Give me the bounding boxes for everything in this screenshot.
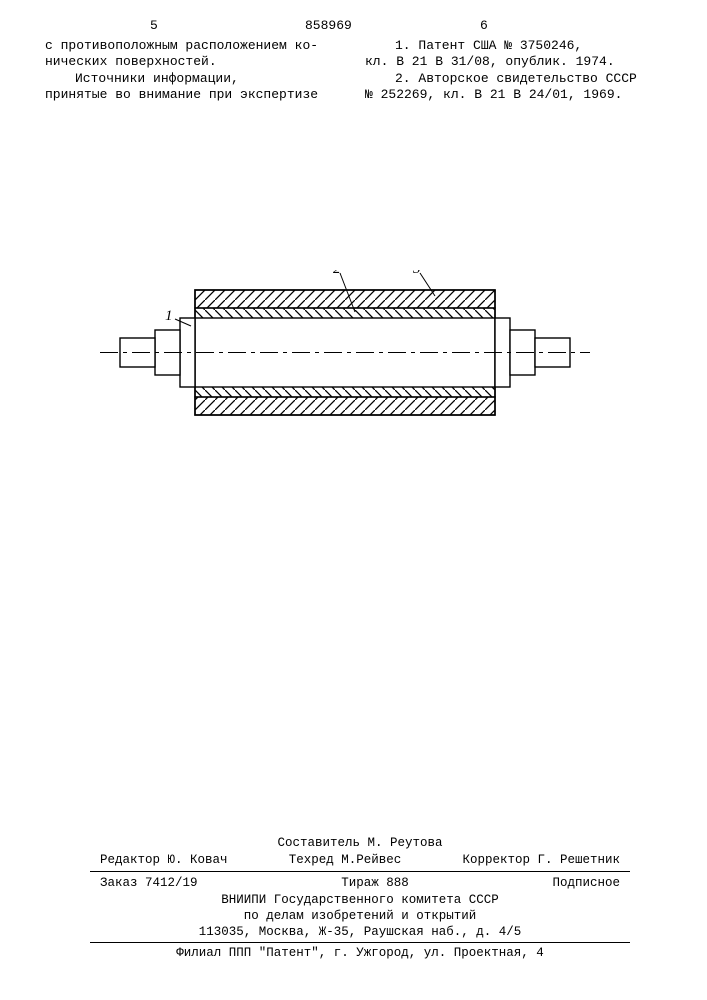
divider (90, 871, 630, 872)
text-line: 2. Авторское свидетельство СССР (365, 71, 665, 87)
right-text-column: 1. Патент США № 3750246, кл. B 21 B 31/0… (365, 38, 665, 103)
text-line: 1. Патент США № 3750246, (365, 38, 665, 54)
column-number-right: 6 (480, 18, 488, 33)
address-line: 113035, Москва, Ж-35, Раушская наб., д. … (90, 924, 630, 940)
editor: Редактор Ю. Ковач (100, 853, 228, 867)
document-number: 858969 (305, 18, 352, 33)
page: 5 858969 6 с противоположным расположени… (0, 0, 707, 1000)
order: Заказ 7412/19 (100, 876, 198, 890)
branch-line: Филиал ППП "Патент", г. Ужгород, ул. Про… (90, 945, 630, 961)
footer-block: Составитель М. Реутова Редактор Ю. Ковач… (90, 835, 630, 961)
corrector: Корректор Г. Решетник (462, 853, 620, 867)
org-line-2: по делам изобретений и открытий (90, 908, 630, 924)
diagram-label-1: 1 (165, 308, 173, 324)
circulation: Тираж 888 (341, 876, 409, 890)
print-row: Заказ 7412/19 Тираж 888 Подписное (90, 874, 630, 892)
text-line: кл. B 21 B 31/08, опублик. 1974. (365, 54, 665, 70)
left-text-column: с противоположным расположением ко- ниче… (45, 38, 335, 103)
subscription: Подписное (552, 876, 620, 890)
text-line: № 252269, кл. B 21 B 24/01, 1969. (365, 87, 665, 103)
column-number-left: 5 (150, 18, 158, 33)
text-line: Источники информации, (45, 71, 335, 87)
credits-row: Редактор Ю. Ковач Техред М.Рейвес Коррек… (90, 851, 630, 869)
diagram-label-3: 3 (412, 270, 421, 277)
divider (90, 942, 630, 943)
technical-diagram: 1 2 3 (95, 270, 595, 435)
techred: Техред М.Рейвес (289, 853, 402, 867)
text-line: нических поверхностей. (45, 54, 335, 70)
composer-line: Составитель М. Реутова (90, 835, 630, 851)
diagram-label-2: 2 (333, 270, 341, 277)
text-line: принятые во внимание при экспертизе (45, 87, 335, 103)
text-line: с противоположным расположением ко- (45, 38, 335, 54)
org-line-1: ВНИИПИ Государственного комитета СССР (90, 892, 630, 908)
